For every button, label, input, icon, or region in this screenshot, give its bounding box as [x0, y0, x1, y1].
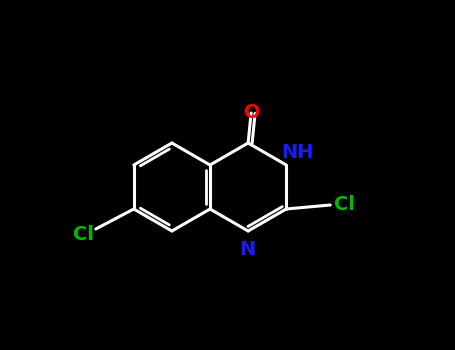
Text: O: O — [244, 103, 260, 121]
Text: NH: NH — [281, 144, 313, 162]
Text: Cl: Cl — [334, 195, 355, 214]
Text: N: N — [239, 240, 255, 259]
Text: Cl: Cl — [73, 224, 94, 244]
